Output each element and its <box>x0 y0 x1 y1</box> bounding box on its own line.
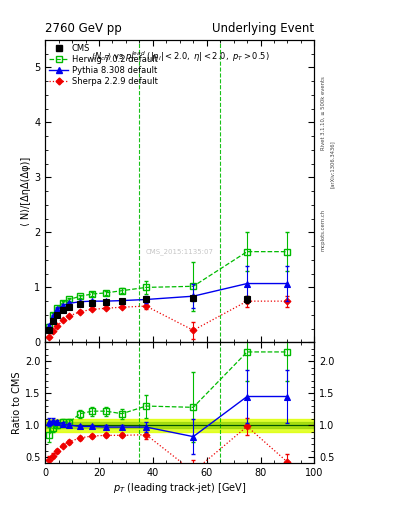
Text: $\langle N_{ch}\rangle$ vs $p_T^{lead}$ $(|\eta_l|<2.0,\ \eta|<2.0,\ p_T>0.5)$: $\langle N_{ch}\rangle$ vs $p_T^{lead}$ … <box>90 49 269 64</box>
Text: [arXiv:1306.3436]: [arXiv:1306.3436] <box>330 140 335 188</box>
Text: 2760 GeV pp: 2760 GeV pp <box>45 23 122 35</box>
Text: CMS_2015:1135:07: CMS_2015:1135:07 <box>146 248 214 255</box>
Bar <box>45 422 314 429</box>
Text: Rivet 3.1.10, ≥ 500k events: Rivet 3.1.10, ≥ 500k events <box>320 76 325 150</box>
Y-axis label: ⟨ N⟩/[ΔηΔ(Δφ)]: ⟨ N⟩/[ΔηΔ(Δφ)] <box>21 157 31 226</box>
X-axis label: $p_T$ (leading track-jet) [GeV]: $p_T$ (leading track-jet) [GeV] <box>113 481 246 495</box>
Bar <box>45 419 314 432</box>
Text: Underlying Event: Underlying Event <box>212 23 314 35</box>
Text: mcplots.cern.ch: mcplots.cern.ch <box>320 209 325 251</box>
Y-axis label: Ratio to CMS: Ratio to CMS <box>12 372 22 434</box>
Legend: CMS, Herwig 7.0.2 default, Pythia 8.308 default, Sherpa 2.2.9 default: CMS, Herwig 7.0.2 default, Pythia 8.308 … <box>48 42 160 88</box>
